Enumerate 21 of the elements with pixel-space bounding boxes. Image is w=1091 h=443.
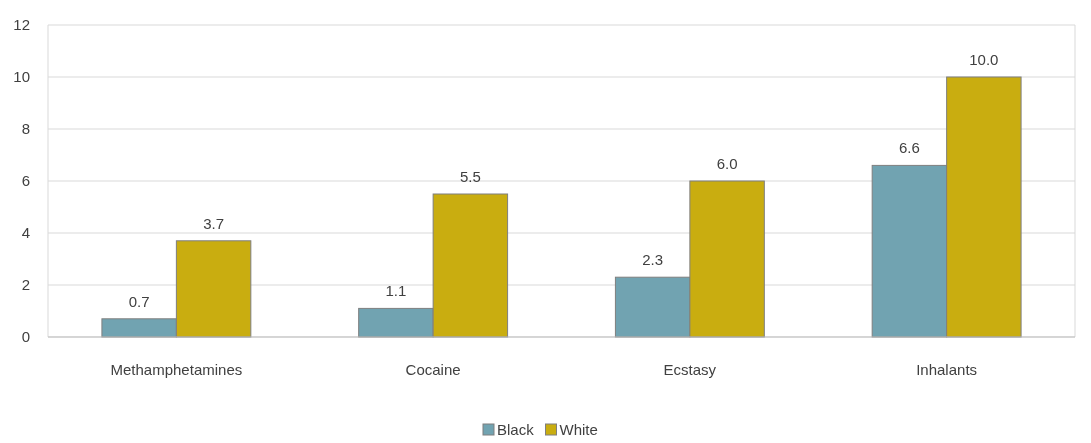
x-tick-label: Ecstasy — [663, 361, 717, 378]
y-tick-label: 0 — [21, 328, 30, 346]
data-label: 6.0 — [716, 155, 738, 172]
legend-label: Black — [497, 421, 535, 438]
data-label: 10.0 — [969, 51, 999, 68]
data-label: 6.6 — [898, 139, 920, 157]
x-tick-label: Cocaine — [405, 361, 461, 378]
data-label: 1.1 — [385, 282, 407, 300]
y-tick-label: 12 — [13, 16, 30, 34]
data-label: 2.3 — [642, 251, 664, 269]
data-label: 3.7 — [203, 214, 225, 232]
y-tick-label: 10 — [13, 68, 30, 86]
legend-label: White — [559, 421, 598, 438]
y-tick-label: 6 — [21, 172, 30, 190]
x-tick-label: Methamphetamines — [110, 361, 243, 378]
y-tick-label: 8 — [21, 120, 30, 138]
y-tick-label: 2 — [21, 276, 30, 294]
x-tick-label: Inhalants — [916, 361, 978, 378]
y-tick-label: 4 — [21, 224, 30, 242]
data-label: 5.5 — [459, 168, 481, 185]
data-label: 0.7 — [128, 292, 150, 310]
